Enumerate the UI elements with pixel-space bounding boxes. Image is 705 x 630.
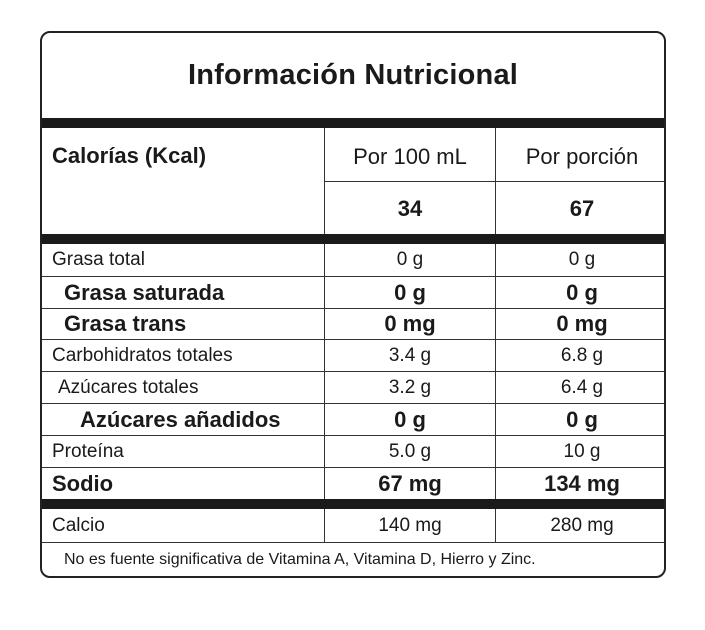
value-per-100ml: 0 g [394, 279, 426, 305]
value-per-portion: 6.8 g [560, 344, 604, 366]
nutrient-label-total-carbs: Carbohidratos totales [52, 344, 233, 366]
row-divider [324, 181, 664, 182]
column-divider [495, 509, 496, 542]
value-per-portion: 0 g [566, 406, 598, 432]
nutrient-label-sodium: Sodio [52, 470, 114, 496]
calories-per-portion: 67 [569, 195, 595, 221]
row-divider [42, 276, 664, 277]
nutrient-label-protein: Proteína [52, 440, 124, 462]
nutrient-label-added-sugars: Azúcares añadidos [80, 406, 281, 432]
row-divider [42, 435, 664, 436]
row-divider [42, 339, 664, 340]
thick-rule-top [42, 118, 664, 128]
nutrient-label-saturated-fat: Grasa saturada [64, 279, 225, 305]
value-per-portion: 0 mg [556, 311, 608, 336]
value-per-100ml: 0 g [394, 406, 426, 432]
footnote: No es fuente significativa de Vitamina A… [64, 551, 536, 568]
nutrition-facts-label: Información Nutricional Calorías (Kcal) … [40, 31, 666, 578]
value-per-100ml: 67 mg [378, 470, 442, 496]
nutrient-label-total-sugars: Azúcares totales [58, 376, 199, 398]
label-title: Información Nutricional [187, 59, 519, 91]
column-header-per-100ml: Por 100 mL [353, 144, 467, 169]
nutrient-label-calcium: Calcio [52, 514, 105, 536]
value-per-portion: 0 g [566, 279, 598, 305]
value-per-portion: 280 mg [550, 514, 614, 536]
row-divider [42, 467, 664, 468]
value-per-100ml: 5.0 g [388, 440, 432, 462]
value-per-portion: 10 g [563, 440, 601, 462]
row-divider [42, 308, 664, 309]
calories-per-100ml: 34 [397, 195, 423, 221]
value-per-100ml: 0 g [396, 249, 424, 270]
thick-rule-calories [42, 234, 664, 244]
value-per-100ml: 140 mg [378, 514, 442, 536]
value-per-100ml: 3.4 g [388, 344, 432, 366]
row-divider [42, 403, 664, 404]
value-per-portion: 0 g [568, 249, 596, 270]
value-per-portion: 6.4 g [560, 376, 604, 398]
calories-label: Calorías (Kcal) [52, 143, 207, 168]
value-per-portion: 134 mg [544, 470, 620, 496]
value-per-100ml: 3.2 g [388, 376, 432, 398]
nutrient-label-total-fat: Grasa total [52, 249, 145, 270]
value-per-100ml: 0 mg [384, 311, 436, 336]
thick-rule-sodium [42, 499, 664, 509]
row-divider [42, 542, 664, 543]
column-divider [324, 509, 325, 542]
row-divider [42, 371, 664, 372]
nutrient-label-trans-fat: Grasa trans [64, 311, 187, 336]
column-header-per-portion: Por porción [525, 144, 639, 169]
